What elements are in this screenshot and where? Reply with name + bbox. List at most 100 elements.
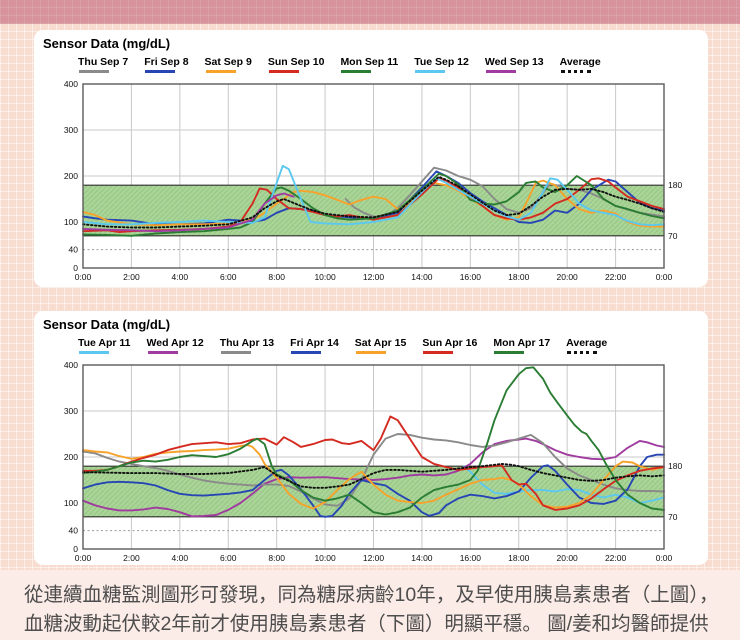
legend-label: Average bbox=[559, 56, 601, 68]
series-line-sun-apr-16 bbox=[82, 415, 665, 511]
x-tick-label: 0:00 bbox=[656, 272, 673, 282]
legend-swatch-sat-sep-9 bbox=[205, 70, 236, 73]
x-tick-label: 10:00 bbox=[314, 272, 336, 282]
series-line-average bbox=[82, 175, 665, 229]
legend-item-thu-apr-13: Thu Apr 13 bbox=[220, 337, 274, 354]
legend-item-mon-apr-17: Mon Apr 17 bbox=[493, 337, 550, 354]
band-right-label: 180 bbox=[668, 461, 682, 471]
legend-item-sun-sep-10: Sun Sep 10 bbox=[267, 56, 325, 73]
series-line-sat-apr-15 bbox=[82, 444, 665, 510]
series-line-mon-sep-11 bbox=[82, 172, 665, 237]
legend-label: Mon Apr 17 bbox=[493, 337, 551, 349]
legend-swatch-thu-apr-13 bbox=[220, 351, 251, 354]
x-tick-label: 0:00 bbox=[656, 553, 673, 563]
chart-title-top: Sensor Data (mg/dL) bbox=[43, 36, 171, 51]
legend-label: Sat Sep 9 bbox=[204, 56, 252, 68]
series-line-tue-sep-12 bbox=[82, 164, 665, 227]
chart-legend-bottom: Tue Apr 11 Wed Apr 12 Thu Apr 13 Fri Apr 14… bbox=[78, 337, 704, 354]
legend-label: Sun Sep 10 bbox=[267, 56, 325, 68]
photo-caption: 從連續血糖監測圖形可發現，同為糖尿病齡10年，及早使用胰島素患者（上圖）， 血糖… bbox=[0, 570, 740, 640]
legend-item-tue-apr-11: Tue Apr 11 bbox=[78, 337, 131, 354]
y-tick-label: 0 bbox=[73, 544, 78, 554]
x-tick-label: 10:00 bbox=[314, 553, 336, 563]
legend-item-fri-sep-8: Fri Sep 8 bbox=[144, 56, 189, 73]
x-tick-label: 4:00 bbox=[172, 553, 189, 563]
legend-label: Thu Sep 7 bbox=[78, 56, 129, 68]
y-tick-label: 300 bbox=[64, 125, 78, 135]
legend-label: Sun Apr 16 bbox=[422, 337, 478, 349]
x-tick-label: 22:00 bbox=[605, 272, 627, 282]
legend-item-sat-apr-15: Sat Apr 15 bbox=[354, 337, 407, 354]
x-tick-label: 6:00 bbox=[220, 553, 237, 563]
x-tick-label: 14:00 bbox=[411, 272, 433, 282]
legend-label: Average bbox=[566, 337, 608, 349]
y-tick-label: 40 bbox=[69, 526, 79, 536]
x-tick-label: 4:00 bbox=[172, 272, 189, 282]
legend-swatch-tue-apr-11 bbox=[79, 351, 109, 354]
legend-label: Wed Apr 12 bbox=[146, 337, 204, 349]
legend-label: Tue Sep 12 bbox=[414, 56, 469, 68]
y-tick-label: 100 bbox=[64, 217, 78, 227]
chart-title-bottom: Sensor Data (mg/dL) bbox=[43, 317, 171, 332]
legend-label: Thu Apr 13 bbox=[219, 337, 275, 349]
x-tick-label: 20:00 bbox=[557, 553, 579, 563]
legend-swatch-sat-apr-15 bbox=[355, 351, 386, 354]
series-line-mon-apr-17 bbox=[82, 366, 665, 516]
legend-item-average: Average bbox=[566, 337, 607, 354]
x-tick-label: 2:00 bbox=[123, 272, 140, 282]
x-tick-label: 0:00 bbox=[75, 553, 92, 563]
legend-label: Wed Sep 13 bbox=[484, 56, 544, 68]
legend-swatch-wed-apr-12 bbox=[147, 351, 178, 354]
legend-item-wed-sep-13: Wed Sep 13 bbox=[485, 56, 544, 73]
chart-legend-top: Thu Sep 7 Fri Sep 8 Sat Sep 9 Sun Sep 10 Mon… bbox=[78, 56, 704, 73]
y-tick-label: 0 bbox=[73, 263, 78, 273]
legend-swatch-sun-apr-16 bbox=[423, 351, 454, 354]
legend-swatch-mon-apr-17 bbox=[494, 351, 525, 354]
y-tick-label: 200 bbox=[64, 452, 78, 462]
legend-label: Sat Apr 15 bbox=[354, 337, 407, 349]
legend-swatch-tue-sep-12 bbox=[415, 70, 446, 73]
caption-line-2: 血糖波動起伏較2年前才使用胰島素患者（下圖）明顯平穩。 圖/姜和均醫師提供 bbox=[24, 613, 709, 635]
chart-plot-top: 0 40 100 200 300 400 0:00 2:00 4:00 6:00 8:00 10:00… bbox=[34, 74, 708, 291]
x-tick-label: 12:00 bbox=[363, 553, 385, 563]
x-tick-label: 12:00 bbox=[363, 272, 385, 282]
x-tick-label: 16:00 bbox=[460, 272, 482, 282]
x-tick-label: 22:00 bbox=[605, 553, 627, 563]
x-tick-label: 18:00 bbox=[508, 272, 530, 282]
legend-item-average: Average bbox=[560, 56, 601, 73]
legend-item-thu-sep-7: Thu Sep 7 bbox=[78, 56, 128, 73]
legend-swatch-wed-sep-13 bbox=[485, 70, 516, 73]
sensor-chart-panel-bottom: Sensor Data (mg/dL) Tue Apr 11 Wed Apr 12… bbox=[34, 311, 708, 565]
legend-swatch-sun-sep-10 bbox=[268, 70, 299, 73]
x-tick-label: 8:00 bbox=[268, 272, 285, 282]
legend-item-sat-sep-9: Sat Sep 9 bbox=[205, 56, 252, 73]
y-tick-label: 40 bbox=[69, 245, 79, 255]
legend-item-mon-sep-11: Mon Sep 11 bbox=[340, 56, 398, 73]
y-tick-label: 100 bbox=[64, 498, 78, 508]
legend-label: Fri Apr 14 bbox=[290, 337, 339, 349]
legend-swatch-average bbox=[560, 70, 591, 73]
legend-item-sun-apr-16: Sun Apr 16 bbox=[422, 337, 477, 354]
x-tick-label: 20:00 bbox=[557, 272, 579, 282]
chart-svg: 0 40 100 200 300 400 0:00 2:00 4:00 6:00 8:00 10:00… bbox=[64, 360, 683, 563]
x-tick-label: 6:00 bbox=[220, 272, 237, 282]
series-line-fri-apr-14 bbox=[82, 453, 665, 518]
legend-label: Tue Apr 11 bbox=[78, 337, 131, 349]
legend-label: Mon Sep 11 bbox=[340, 56, 399, 68]
x-tick-label: 2:00 bbox=[123, 553, 140, 563]
x-tick-label: 14:00 bbox=[411, 553, 433, 563]
x-tick-label: 18:00 bbox=[508, 553, 530, 563]
legend-swatch-fri-apr-14 bbox=[291, 351, 322, 354]
series-line-tue-apr-11 bbox=[463, 465, 665, 504]
legend-swatch-average bbox=[567, 351, 598, 354]
legend-swatch-mon-sep-11 bbox=[341, 70, 372, 73]
x-tick-label: 8:00 bbox=[268, 553, 285, 563]
y-tick-label: 200 bbox=[64, 171, 78, 181]
legend-item-wed-apr-12: Wed Apr 12 bbox=[147, 337, 204, 354]
decorative-header-band bbox=[0, 0, 740, 24]
x-tick-label: 0:00 bbox=[75, 272, 92, 282]
series-line-average bbox=[82, 462, 665, 489]
legend-swatch-thu-sep-7 bbox=[79, 70, 109, 73]
series-line-wed-sep-13 bbox=[82, 192, 295, 233]
legend-item-fri-apr-14: Fri Apr 14 bbox=[290, 337, 339, 354]
